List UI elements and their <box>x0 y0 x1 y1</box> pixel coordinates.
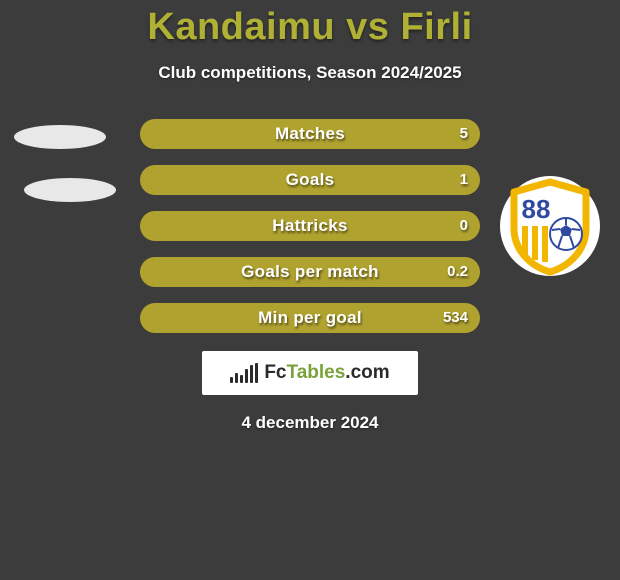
stat-bar: Hattricks0 <box>140 211 480 241</box>
bar-label: Goals <box>140 165 480 195</box>
brand-box: FcTables.com <box>202 351 418 395</box>
brand-text: FcTables.com <box>264 362 389 384</box>
page-subtitle: Club competitions, Season 2024/2025 <box>0 63 620 83</box>
stat-bar: Goals1 <box>140 165 480 195</box>
brand-main: Tables <box>287 362 346 383</box>
left-avatar-ellipse-2 <box>24 178 116 202</box>
bar-value-right: 0 <box>460 211 468 241</box>
bar-value-right: 5 <box>460 119 468 149</box>
bar-value-right: 1 <box>460 165 468 195</box>
svg-text:88: 88 <box>522 194 551 224</box>
brand-prefix: Fc <box>264 362 286 383</box>
stat-bar: Goals per match0.2 <box>140 257 480 287</box>
club-badge: 88 <box>500 176 600 276</box>
date-text: 4 december 2024 <box>0 413 620 433</box>
stat-bar: Min per goal534 <box>140 303 480 333</box>
bar-label: Goals per match <box>140 257 480 287</box>
bar-label: Hattricks <box>140 211 480 241</box>
bar-value-right: 534 <box>443 303 468 333</box>
shield-icon: 88 <box>500 176 600 276</box>
brand-suffix: .com <box>345 362 389 383</box>
stat-bar: Matches5 <box>140 119 480 149</box>
bar-label: Min per goal <box>140 303 480 333</box>
bar-value-right: 0.2 <box>447 257 468 287</box>
bar-chart-icon <box>230 363 258 383</box>
left-avatar-ellipse-1 <box>14 125 106 149</box>
comparison-infographic: Kandaimu vs Firli Club competitions, Sea… <box>0 0 620 580</box>
bar-label: Matches <box>140 119 480 149</box>
page-title: Kandaimu vs Firli <box>0 0 620 49</box>
